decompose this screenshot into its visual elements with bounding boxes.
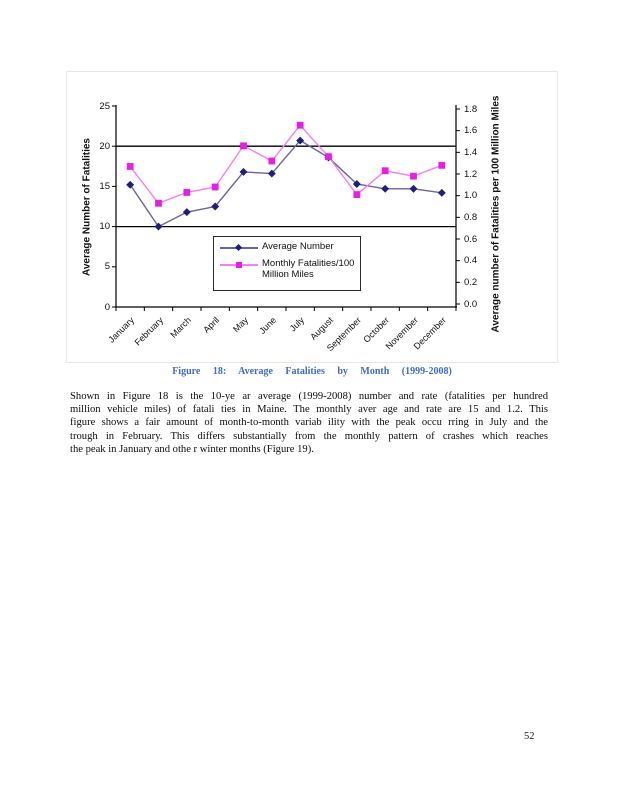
right-axis-title: Average number of Fatalities per 100 Mil… (490, 95, 502, 333)
page-number: 52 (524, 731, 535, 742)
data-point-square (296, 121, 304, 129)
right-axis-tick-label: 0.2 (464, 276, 478, 288)
left-axis-tick-label: 15 (99, 180, 110, 192)
data-point-diamond (437, 188, 446, 197)
right-axis-tick-label: 1.2 (464, 168, 478, 180)
data-point-square (381, 167, 389, 175)
data-point-diamond (211, 202, 220, 211)
series-line-square (129, 124, 443, 205)
right-axis-tick-label: 1.8 (464, 103, 478, 115)
data-point-square (268, 157, 276, 165)
right-axis-tick-label: 0.0 (464, 298, 478, 310)
data-point-diamond (267, 169, 276, 178)
paragraph-line: million vehicle miles) of fatali ties in… (70, 404, 548, 416)
paragraph-line: Shown in Figure 18 is the 10-ye ar avera… (70, 391, 548, 402)
legend-diamond-marker-icon (220, 243, 258, 253)
data-point-square (126, 163, 134, 170)
chart-legend: Average Number Monthly Fatalities/100 Mil… (213, 236, 361, 291)
left-axis-tick-label: 25 (99, 100, 110, 112)
data-point-diamond (381, 184, 390, 193)
data-point-square (155, 199, 162, 207)
right-axis-tick-label: 1.4 (464, 146, 478, 158)
data-point-square (353, 191, 361, 198)
figure-caption: Figure 18: Average Fatalities by Month (… (172, 366, 452, 377)
left-axis-title: Average Number of Fatalities (81, 137, 93, 277)
right-axis-tick-label: 1.0 (464, 190, 478, 202)
right-axis-tick-label: 0.8 (464, 211, 478, 223)
figure-chart: Average Number of Fatalities Average num… (66, 71, 558, 363)
legend-entry: Monthly Fatalities/100 Million Miles (220, 258, 356, 280)
chart-plot-area (112, 105, 460, 311)
data-point-square (438, 161, 446, 169)
left-axis-tick-label: 10 (99, 221, 110, 233)
data-point-diamond (409, 184, 418, 193)
right-axis-tick-label: 1.6 (464, 125, 478, 137)
series-line-diamond (129, 139, 442, 228)
data-point-square (183, 189, 191, 196)
legend-entry: Average Number (220, 241, 356, 253)
legend-label: Monthly Fatalities/100 Million Miles (262, 258, 355, 280)
data-point-square (325, 153, 332, 161)
legend-square-marker-icon (220, 260, 258, 270)
body-paragraph: Shown in Figure 18 is the 10-ye ar avera… (70, 390, 548, 456)
right-axis-tick-label: 0.4 (464, 255, 478, 267)
right-axis-tick-label: 0.6 (464, 233, 478, 245)
legend-label: Average Number (262, 241, 334, 252)
data-point-square (410, 172, 417, 180)
data-point-square (211, 183, 219, 191)
data-point-diamond (154, 222, 163, 231)
data-point-diamond (126, 180, 135, 189)
legend-marker-sample (236, 262, 242, 268)
left-axis-tick-label: 0 (104, 301, 110, 313)
paragraph-line: trough in February. This differs substan… (70, 430, 548, 442)
legend-marker-sample (234, 243, 243, 252)
data-point-square (240, 142, 247, 150)
left-axis-tick-label: 5 (104, 261, 110, 273)
paragraph-line: the peak in January and othe r winter mo… (70, 443, 314, 455)
data-point-diamond (182, 208, 191, 217)
left-axis-tick-label: 20 (99, 140, 110, 152)
paragraph-line: figure shows a fair amount of month-to-m… (70, 417, 548, 429)
